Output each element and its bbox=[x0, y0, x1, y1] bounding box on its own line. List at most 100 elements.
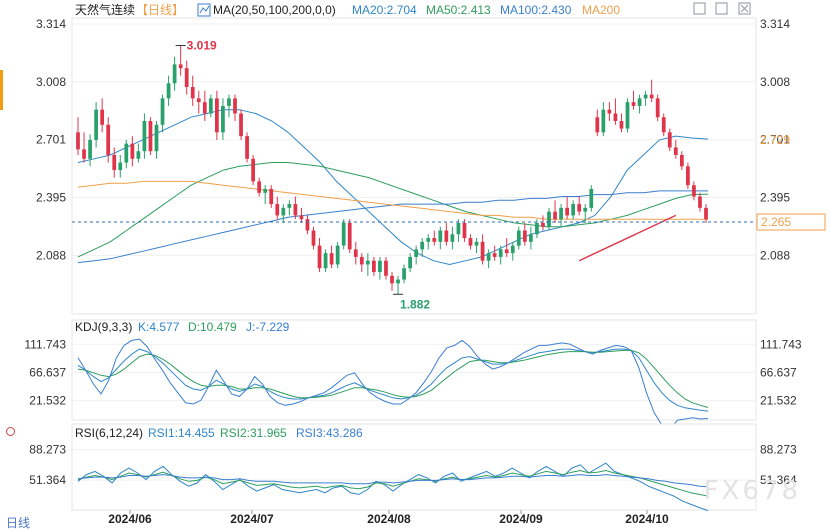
candle[interactable] bbox=[323, 249, 328, 273]
candle[interactable] bbox=[263, 185, 268, 205]
candle[interactable] bbox=[474, 238, 479, 254]
candle[interactable] bbox=[335, 241, 340, 269]
candle[interactable] bbox=[522, 222, 527, 246]
candle[interactable] bbox=[347, 219, 352, 254]
candle[interactable] bbox=[384, 256, 388, 280]
indicator-settings-icon[interactable] bbox=[197, 3, 211, 17]
candle[interactable] bbox=[510, 241, 515, 261]
candle[interactable] bbox=[329, 245, 334, 269]
candle[interactable] bbox=[287, 200, 292, 216]
candle[interactable] bbox=[486, 249, 491, 269]
candle[interactable] bbox=[378, 256, 382, 280]
candle[interactable] bbox=[468, 234, 473, 250]
candle[interactable] bbox=[136, 143, 141, 163]
candle[interactable] bbox=[408, 253, 412, 273]
candle[interactable] bbox=[353, 241, 358, 265]
candle[interactable] bbox=[553, 200, 557, 223]
candle[interactable] bbox=[541, 215, 545, 231]
candle[interactable] bbox=[619, 113, 624, 133]
candle[interactable] bbox=[94, 102, 98, 148]
candle[interactable] bbox=[172, 56, 177, 91]
candle[interactable] bbox=[112, 147, 117, 178]
candle[interactable] bbox=[601, 102, 606, 137]
candle[interactable] bbox=[100, 98, 105, 133]
candle[interactable] bbox=[492, 245, 497, 261]
candle[interactable] bbox=[227, 94, 231, 118]
candle[interactable] bbox=[686, 162, 690, 189]
candle[interactable] bbox=[529, 226, 533, 250]
candle[interactable] bbox=[498, 245, 503, 265]
candle[interactable] bbox=[299, 207, 304, 223]
candle[interactable] bbox=[118, 154, 123, 178]
candle[interactable] bbox=[390, 272, 394, 291]
candle[interactable] bbox=[547, 207, 551, 231]
candle[interactable] bbox=[88, 134, 92, 167]
candle[interactable] bbox=[293, 196, 298, 220]
candle[interactable] bbox=[215, 90, 219, 140]
candle[interactable] bbox=[607, 102, 612, 122]
candle[interactable] bbox=[613, 98, 618, 125]
candle[interactable] bbox=[154, 121, 159, 159]
candle[interactable] bbox=[190, 75, 195, 106]
candle[interactable] bbox=[269, 185, 274, 208]
left-edge-tab[interactable] bbox=[0, 70, 3, 110]
candle[interactable] bbox=[667, 128, 672, 152]
candle[interactable] bbox=[426, 234, 431, 250]
candle[interactable] bbox=[504, 238, 509, 257]
candle[interactable] bbox=[275, 196, 280, 220]
candle[interactable] bbox=[106, 117, 111, 163]
candle[interactable] bbox=[178, 45, 183, 76]
candle[interactable] bbox=[311, 226, 316, 250]
candle[interactable] bbox=[142, 113, 147, 159]
candle[interactable] bbox=[245, 132, 249, 163]
layout-icon[interactable] bbox=[715, 2, 728, 15]
candle[interactable] bbox=[365, 253, 370, 276]
candle[interactable] bbox=[402, 264, 406, 284]
candle[interactable] bbox=[516, 226, 521, 250]
candle[interactable] bbox=[420, 238, 425, 257]
candle[interactable] bbox=[372, 256, 376, 276]
candle[interactable] bbox=[559, 204, 563, 227]
settings-gear-icon[interactable] bbox=[6, 427, 15, 436]
candle[interactable] bbox=[679, 151, 684, 171]
candle[interactable] bbox=[631, 90, 636, 110]
candle[interactable] bbox=[565, 196, 569, 220]
candle[interactable] bbox=[341, 219, 346, 250]
candle[interactable] bbox=[208, 94, 213, 118]
candle[interactable] bbox=[692, 181, 696, 201]
candle[interactable] bbox=[583, 204, 588, 223]
candle[interactable] bbox=[396, 275, 400, 295]
candle[interactable] bbox=[595, 109, 600, 137]
candle[interactable] bbox=[202, 90, 207, 122]
trend-line[interactable] bbox=[578, 214, 677, 262]
candle[interactable] bbox=[655, 94, 660, 122]
candle[interactable] bbox=[221, 98, 225, 140]
candlesticks[interactable] bbox=[76, 45, 708, 295]
candle[interactable] bbox=[704, 204, 708, 223]
candle[interactable] bbox=[589, 185, 594, 212]
candle[interactable] bbox=[257, 177, 262, 197]
candle[interactable] bbox=[456, 219, 461, 242]
candle[interactable] bbox=[444, 222, 449, 246]
candle[interactable] bbox=[317, 238, 322, 273]
candle[interactable] bbox=[233, 94, 237, 122]
candle[interactable] bbox=[698, 192, 702, 212]
candle[interactable] bbox=[148, 117, 153, 155]
candle[interactable] bbox=[239, 109, 243, 140]
candle[interactable] bbox=[438, 226, 443, 250]
candle[interactable] bbox=[462, 219, 467, 242]
candle[interactable] bbox=[82, 132, 86, 163]
period-tab[interactable]: 日线 bbox=[6, 516, 31, 530]
fullscreen-icon[interactable] bbox=[693, 2, 706, 15]
candle[interactable] bbox=[160, 94, 165, 133]
candle[interactable] bbox=[196, 90, 201, 114]
candle[interactable] bbox=[643, 90, 648, 106]
candle[interactable] bbox=[305, 215, 310, 235]
candle[interactable] bbox=[637, 94, 642, 114]
candle[interactable] bbox=[359, 253, 364, 273]
candle[interactable] bbox=[661, 113, 666, 137]
candle[interactable] bbox=[432, 230, 437, 246]
candle[interactable] bbox=[625, 98, 630, 133]
candle[interactable] bbox=[124, 139, 129, 169]
period-label[interactable]: 【日线】 bbox=[136, 3, 184, 17]
